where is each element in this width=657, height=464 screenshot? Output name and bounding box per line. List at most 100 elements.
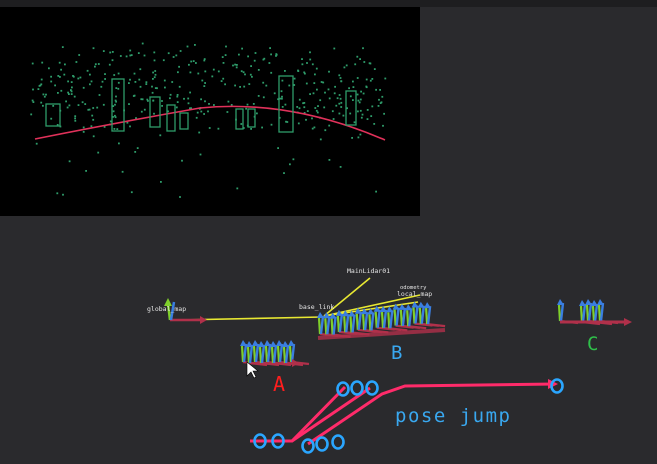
lidar-point: [42, 93, 45, 96]
lidar-point: [328, 124, 331, 127]
lidar-point: [334, 85, 336, 88]
pose-frame: [258, 341, 280, 367]
lidar-point: [208, 103, 210, 105]
lidar-point: [138, 78, 141, 81]
lidar-point: [114, 103, 116, 106]
lidar-point: [303, 112, 306, 114]
3d-viewport[interactable]: global_map base_link MainLidar01 odometr…: [0, 216, 657, 460]
lidar-point: [247, 55, 249, 58]
pose-frame: [405, 304, 427, 330]
lidar-point: [43, 95, 46, 98]
lidar-point: [134, 151, 137, 153]
lidar-scan-panel[interactable]: [0, 7, 420, 216]
lidar-point: [359, 133, 362, 136]
lidar-point: [319, 138, 322, 141]
frame-label-global-map: global_map: [147, 305, 186, 313]
lidar-point: [357, 110, 359, 113]
lidar-point: [175, 54, 178, 57]
lidar-point: [371, 78, 374, 80]
lidar-point: [189, 91, 191, 94]
lidar-point: [68, 93, 70, 95]
lidar-point: [306, 62, 308, 64]
lidar-point: [320, 81, 323, 83]
lidar-point: [102, 50, 105, 52]
lidar-point: [311, 127, 314, 130]
lidar-point: [281, 95, 283, 98]
global-map-frame[interactable]: [164, 298, 207, 324]
frame-label-local-map: local_map: [397, 290, 432, 298]
lidar-point: [275, 55, 277, 57]
lidar-point: [115, 100, 117, 103]
lidar-point: [97, 151, 100, 154]
pose-marker: [315, 436, 329, 452]
lidar-point: [89, 83, 91, 86]
lidar-point: [280, 90, 283, 93]
lidar-point: [108, 63, 111, 66]
lidar-point: [140, 110, 143, 113]
lidar-point: [74, 117, 76, 120]
object-box: [149, 96, 161, 128]
lidar-point: [204, 82, 206, 84]
lidar-point: [342, 114, 345, 117]
lidar-point: [63, 73, 66, 76]
lidar-point: [50, 117, 53, 120]
lidar-point: [378, 98, 380, 101]
lidar-point: [136, 147, 139, 149]
lidar-point: [317, 105, 319, 107]
lidar-point: [197, 72, 200, 75]
pose-marker: [336, 381, 350, 397]
pose-cluster-b[interactable]: [317, 301, 446, 340]
lidar-point: [86, 69, 89, 72]
lidar-point: [339, 77, 342, 79]
lidar-point: [177, 71, 179, 74]
lidar-point: [224, 54, 227, 56]
pose-frame: [240, 340, 262, 366]
lidar-point: [235, 66, 238, 69]
lidar-point: [234, 63, 236, 66]
lidar-point: [90, 125, 93, 128]
lidar-point: [60, 89, 63, 92]
lidar-point: [121, 170, 124, 173]
lidar-point: [324, 91, 326, 94]
lidar-point: [303, 106, 306, 109]
lidar-point: [298, 107, 301, 110]
pose-cluster-c[interactable]: [557, 299, 632, 326]
pose-marker: [253, 433, 267, 449]
lidar-point: [313, 82, 316, 84]
lidar-point: [81, 101, 84, 104]
lidar-point: [373, 123, 376, 125]
lidar-point: [340, 106, 343, 108]
lidar-point: [126, 121, 129, 124]
lidar-point: [112, 116, 114, 118]
lidar-point: [313, 126, 316, 129]
lidar-point: [293, 77, 296, 80]
pose-frame: [557, 299, 579, 325]
lidar-point: [179, 196, 181, 198]
lidar-point: [275, 53, 278, 55]
lidar-point: [227, 100, 230, 103]
lidar-point: [366, 118, 369, 120]
lidar-point: [381, 95, 384, 98]
lidar-point: [152, 99, 155, 102]
pose-marker: [301, 438, 315, 454]
lidar-point: [311, 117, 313, 120]
lidar-point: [234, 84, 236, 87]
lidar-point: [254, 52, 257, 54]
lidar-point: [285, 120, 287, 123]
lidar-point: [281, 97, 283, 100]
lidar-point: [31, 99, 34, 102]
lidar-point: [328, 70, 330, 73]
lidar-point: [273, 92, 276, 95]
lidar-point: [331, 110, 334, 113]
object-box: [278, 75, 294, 133]
pose-jump-markers: [253, 378, 564, 454]
lidar-point: [340, 101, 343, 104]
lidar-point: [377, 105, 380, 107]
lidar-point: [111, 51, 114, 53]
lidar-point: [169, 93, 172, 96]
lidar-point: [73, 95, 76, 98]
pose-marker: [331, 434, 345, 450]
lidar-point: [40, 83, 43, 86]
lidar-point: [82, 126, 85, 129]
pose-cluster-a[interactable]: [240, 340, 310, 367]
